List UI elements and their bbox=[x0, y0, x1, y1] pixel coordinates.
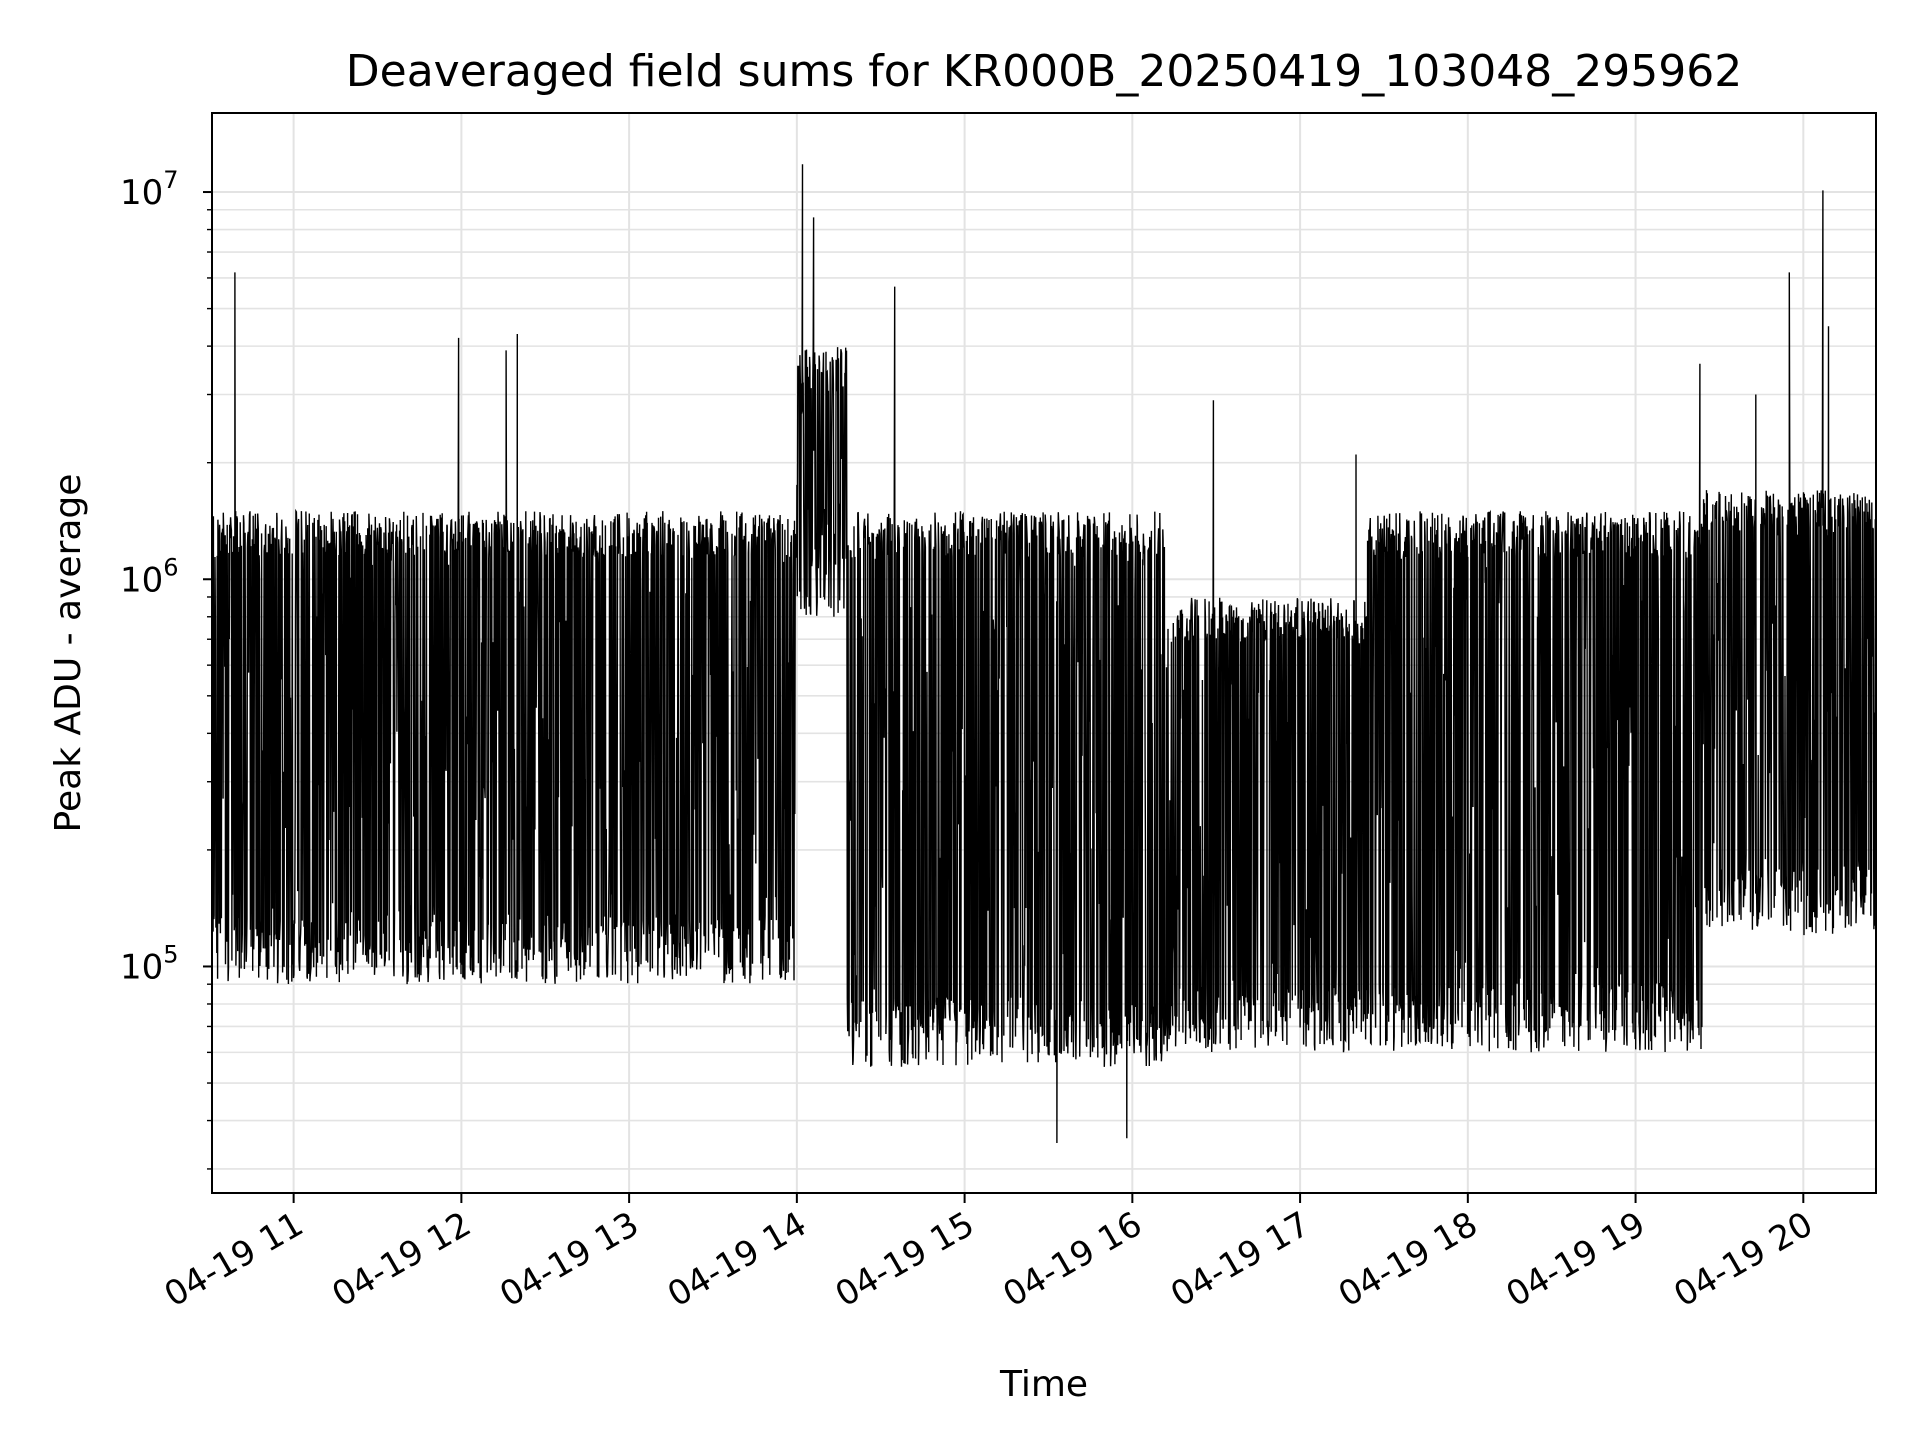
series-line bbox=[211, 164, 1877, 1144]
y-tick-label: 106 bbox=[120, 553, 179, 600]
y-axis-label: Peak ADU - average bbox=[48, 474, 89, 833]
y-axis-ticks: 105 106 107 bbox=[120, 166, 212, 1170]
plot-frame bbox=[211, 112, 1877, 1194]
x-axis-label: Time bbox=[999, 1364, 1088, 1405]
y-tick-label: 105 bbox=[120, 940, 179, 987]
chart-title: Deaveraged field sums for KR000B_2025041… bbox=[346, 46, 1742, 97]
data-line bbox=[211, 164, 1877, 1144]
y-tick-label: 107 bbox=[120, 166, 179, 213]
